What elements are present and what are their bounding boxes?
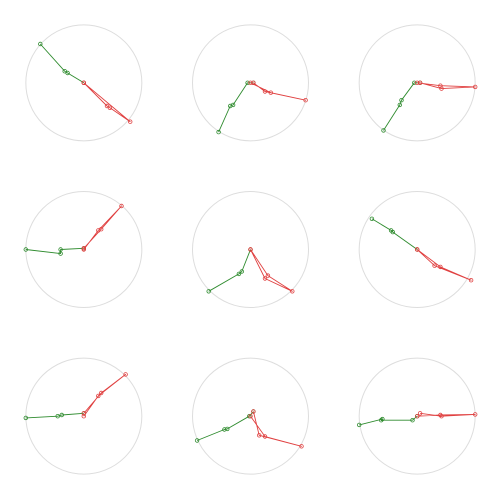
red-series-line-6: [416, 249, 472, 281]
red-point-4-5: [81, 247, 86, 252]
red-point-9-5: [417, 411, 423, 416]
green-series-line-5: [208, 249, 251, 292]
plot-circle-5: [192, 191, 309, 308]
radial-plot-1: [25, 24, 143, 142]
radial-plot-2: [192, 24, 309, 142]
green-point-8-2: [222, 427, 227, 432]
red-series-line-3: [417, 82, 476, 90]
plot-circle-2: [192, 24, 309, 142]
green-series-line-3: [383, 82, 421, 131]
red-series-line-9: [417, 412, 476, 417]
red-point-5-5: [248, 247, 253, 252]
red-point-6-4: [438, 264, 443, 270]
green-series-line-6: [371, 218, 418, 250]
red-point-3-1: [417, 80, 423, 85]
plot-circle-6: [358, 191, 476, 308]
green-point-2-3: [230, 102, 236, 108]
red-point-3-3: [473, 84, 478, 90]
radial-plot-5: [192, 191, 309, 308]
green-series-line-2: [218, 82, 254, 133]
red-point-9-4: [439, 414, 444, 419]
red-point-1-4: [127, 119, 133, 124]
red-point-5-3: [290, 289, 295, 294]
green-point-4-1: [23, 247, 28, 252]
green-point-7-2: [55, 414, 60, 419]
red-point-5-2: [262, 276, 268, 281]
red-series-line-1: [83, 82, 131, 123]
red-point-7-1: [81, 411, 86, 416]
green-point-9-4: [410, 418, 415, 423]
green-point-5-1: [206, 289, 211, 294]
red-point-8-1: [251, 409, 256, 414]
red-point-7-5: [81, 414, 86, 419]
red-point-8-4: [262, 434, 268, 439]
green-point-3-3: [399, 97, 404, 103]
green-series-line-7: [25, 412, 84, 419]
green-point-4-3: [58, 247, 63, 252]
green-point-8-1: [194, 438, 200, 443]
red-point-6-2: [432, 263, 437, 268]
red-point-1-3: [107, 105, 113, 110]
green-point-7-3: [59, 412, 64, 418]
red-series-line-7: [83, 373, 127, 417]
red-point-2-4: [268, 90, 273, 95]
red-point-4-4: [96, 228, 101, 233]
red-point-4-3: [119, 203, 124, 209]
red-series-line-2: [250, 82, 307, 101]
green-point-1-1: [38, 41, 43, 47]
green-point-9-2: [380, 416, 385, 422]
green-series-line-1: [39, 43, 85, 84]
red-point-8-5: [248, 414, 253, 419]
radial-plot-8: [192, 357, 309, 475]
red-point-3-5: [415, 80, 420, 85]
radial-plot-9: [357, 357, 478, 475]
green-series-line-8: [196, 411, 254, 441]
green-point-6-3: [390, 229, 395, 235]
red-point-3-4: [438, 83, 443, 88]
red-point-2-1: [251, 80, 256, 85]
green-point-4-2: [58, 251, 63, 256]
green-series-line-9: [359, 415, 418, 426]
red-point-7-3: [123, 372, 128, 377]
radial-plot-7: [23, 357, 143, 475]
red-point-6-3: [468, 278, 474, 283]
green-point-8-3: [225, 426, 230, 432]
green-point-5-2: [236, 271, 242, 277]
red-point-2-3: [303, 97, 308, 103]
green-point-5-3: [239, 269, 244, 274]
green-point-2-1: [216, 129, 221, 135]
red-series-line-4: [83, 205, 122, 250]
green-point-3-1: [381, 128, 386, 133]
red-point-9-3: [473, 412, 478, 417]
radial-plot-3: [358, 24, 478, 142]
green-point-3-2: [397, 102, 402, 108]
red-series-line-8: [250, 411, 302, 447]
plot-circle-3: [358, 24, 476, 142]
red-point-8-3: [299, 444, 304, 449]
red-point-7-2: [98, 390, 104, 396]
green-point-7-1: [23, 415, 28, 421]
red-point-7-4: [96, 393, 101, 399]
green-point-9-3: [379, 418, 384, 423]
green-point-1-3: [65, 70, 70, 76]
plot-circle-1: [25, 24, 143, 142]
red-point-9-1: [415, 414, 420, 419]
red-series-line-5: [250, 249, 293, 292]
radial-plot-6: [358, 191, 476, 308]
green-point-9-1: [357, 422, 362, 428]
plot-circle-8: [192, 357, 309, 475]
red-point-9-2: [438, 412, 443, 418]
red-point-1-5: [81, 80, 86, 85]
green-point-3-4: [412, 80, 417, 85]
red-point-2-5: [248, 80, 253, 85]
red-point-5-4: [265, 273, 271, 278]
green-series-line-4: [25, 247, 84, 255]
red-point-8-2: [257, 433, 262, 438]
red-point-6-5: [415, 247, 420, 252]
green-point-6-1: [369, 216, 375, 221]
green-point-2-4: [245, 80, 250, 85]
radial-plot-4: [23, 191, 143, 308]
red-point-2-2: [262, 89, 268, 94]
